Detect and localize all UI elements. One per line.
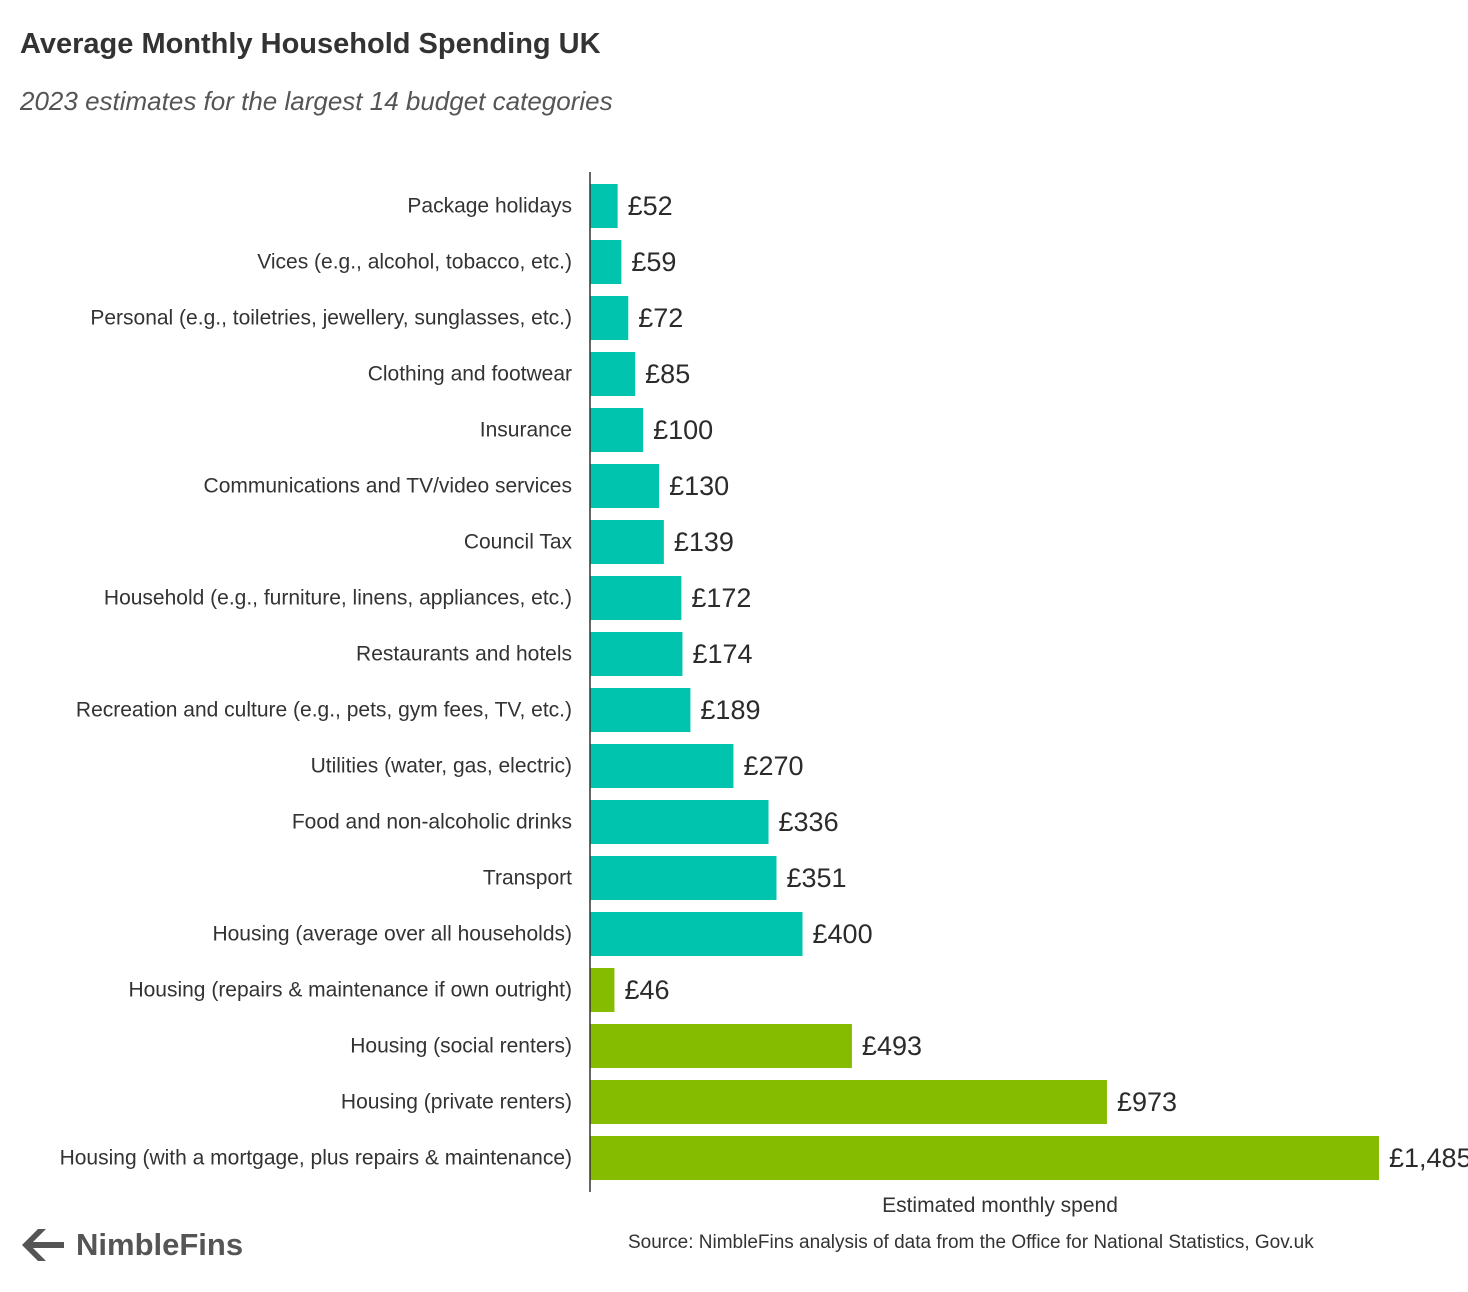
- category-label: Communications and TV/video services: [204, 475, 572, 498]
- category-label: Housing (private renters): [341, 1091, 572, 1114]
- bar: [590, 1024, 852, 1068]
- value-label: £100: [653, 415, 713, 445]
- category-label: Housing (with a mortgage, plus repairs &…: [60, 1147, 572, 1170]
- value-label: £493: [862, 1031, 922, 1061]
- bar: [590, 912, 803, 956]
- category-label: Vices (e.g., alcohol, tobacco, etc.): [257, 251, 572, 274]
- bar: [590, 744, 734, 788]
- bar-chart: Package holidays £52 Vices (e.g., alcohol,…: [60, 172, 1468, 1217]
- value-label: £59: [631, 247, 676, 277]
- bar: [590, 968, 615, 1012]
- category-label: Transport: [483, 867, 572, 890]
- value-label: £85: [645, 359, 690, 389]
- value-label: £72: [638, 303, 683, 333]
- value-label: £46: [624, 975, 669, 1005]
- bar: [590, 296, 629, 340]
- category-label: Package holidays: [407, 195, 572, 218]
- bar: [590, 1136, 1379, 1180]
- value-label: £973: [1117, 1087, 1177, 1117]
- bar: [590, 688, 691, 732]
- bar: [590, 520, 664, 564]
- value-label: £139: [674, 527, 734, 557]
- category-label: Personal (e.g., toiletries, jewellery, s…: [90, 307, 572, 330]
- category-label: Household (e.g., furniture, linens, appl…: [104, 587, 572, 610]
- value-label: £52: [628, 191, 673, 221]
- category-label: Insurance: [480, 419, 572, 442]
- value-label: £270: [743, 751, 803, 781]
- category-label: Recreation and culture (e.g., pets, gym …: [76, 699, 572, 722]
- category-label: Restaurants and hotels: [356, 643, 572, 666]
- category-label: Housing (average over all households): [212, 923, 572, 946]
- bar: [590, 856, 777, 900]
- bar: [590, 632, 683, 676]
- value-label: £400: [813, 919, 873, 949]
- bar: [590, 1080, 1107, 1124]
- category-label: Council Tax: [464, 531, 573, 554]
- category-label: Housing (repairs & maintenance if own ou…: [128, 979, 572, 1002]
- value-label: £1,485: [1389, 1143, 1468, 1173]
- x-axis-title: Estimated monthly spend: [882, 1194, 1118, 1217]
- source-note: Source: NimbleFins analysis of data from…: [628, 1232, 1314, 1253]
- chart-subtitle: 2023 estimates for the largest 14 budget…: [20, 86, 613, 116]
- category-label: Housing (social renters): [350, 1035, 572, 1058]
- value-label: £189: [700, 695, 760, 725]
- bar: [590, 576, 682, 620]
- chart-title: Average Monthly Household Spending UK: [20, 28, 601, 60]
- logo-text: NimbleFins: [76, 1227, 244, 1262]
- bar: [590, 240, 622, 284]
- chevron-arrow-icon: [22, 1229, 64, 1261]
- value-label: £336: [779, 807, 839, 837]
- value-label: £130: [669, 471, 729, 501]
- bar: [590, 352, 636, 396]
- category-label: Food and non-alcoholic drinks: [292, 811, 572, 834]
- bar: [590, 184, 618, 228]
- value-label: £351: [786, 863, 846, 893]
- bar: [590, 800, 769, 844]
- bar: [590, 408, 644, 452]
- category-label: Utilities (water, gas, electric): [311, 755, 572, 778]
- category-label: Clothing and footwear: [368, 363, 572, 386]
- bar: [590, 464, 660, 508]
- value-label: £172: [691, 583, 751, 613]
- value-label: £174: [692, 639, 752, 669]
- bars-layer: Package holidays £52 Vices (e.g., alcohol,…: [60, 184, 1468, 1180]
- nimblefins-logo: NimbleFins: [20, 1226, 243, 1264]
